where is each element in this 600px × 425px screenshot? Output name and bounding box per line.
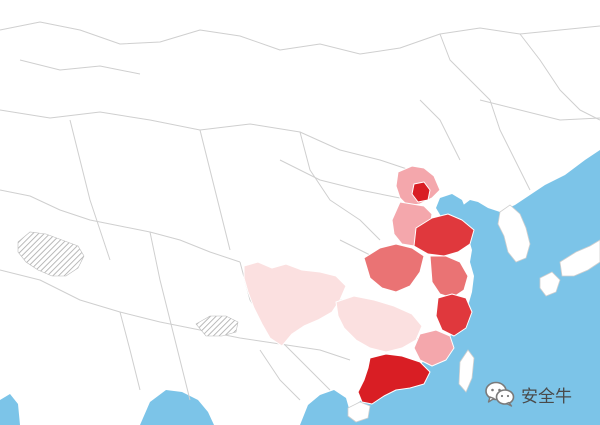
country-borders [0,21,600,401]
wechat-icon [485,381,515,407]
sea-gulf-of-tonkin [300,390,356,425]
province-henan [363,243,425,293]
sea-arabian-edge [0,394,20,425]
province-guangdong [357,353,431,405]
sea-bay-of-bengal [140,390,214,425]
province-shandong [413,213,475,257]
province-sichuan [243,261,347,347]
korean-peninsula [497,204,531,263]
province-jiangsu [429,255,469,299]
taiwan-island [458,349,475,393]
disputed-region-south [195,315,239,337]
province-zhejiang [435,293,473,337]
province-beijing [411,181,431,203]
province-hunan-jiangxi [335,295,423,353]
japan-kyushu [539,271,561,297]
watermark-text: 安全牛 [521,386,572,407]
hainan-island [347,401,371,423]
province-layer [243,165,475,405]
watermark: 安全牛 [485,380,572,408]
sea-east-china-and-yellow-sea [318,150,600,425]
disputed-region-west [17,231,85,277]
province-fujian [413,329,455,367]
japan-honshu [559,239,600,277]
